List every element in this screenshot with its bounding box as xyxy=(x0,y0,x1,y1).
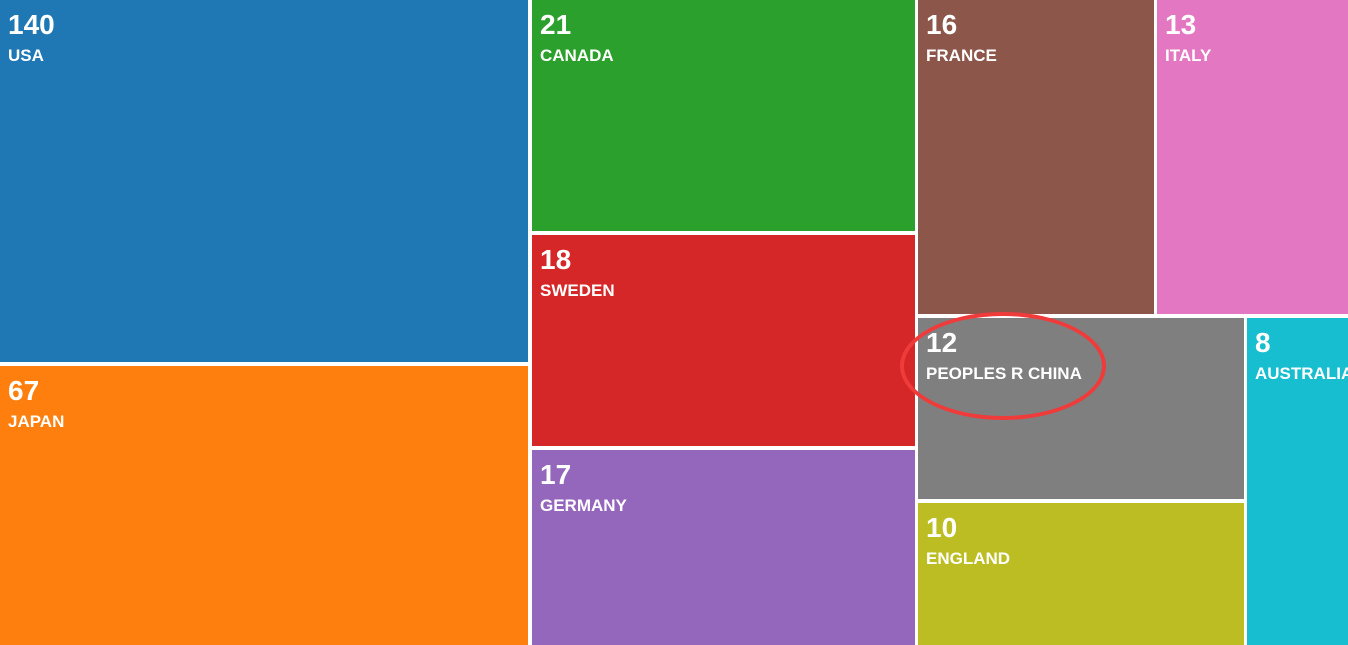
cell-label: JAPAN xyxy=(8,412,65,431)
treemap-cell-italy[interactable]: 13 ITALY xyxy=(1157,0,1348,314)
treemap-cell-usa[interactable]: 140 USA xyxy=(0,0,528,362)
cell-value: 18 xyxy=(540,244,572,275)
treemap-cell-germany[interactable]: 17 GERMANY xyxy=(532,450,915,645)
cell-label: PEOPLES R CHINA xyxy=(926,364,1082,383)
treemap-cell-england[interactable]: 10 ENGLAND xyxy=(918,503,1244,645)
cell-label: FRANCE xyxy=(926,46,997,65)
treemap-cell-canada[interactable]: 21 CANADA xyxy=(532,0,915,231)
treemap-cell-france[interactable]: 16 FRANCE xyxy=(918,0,1154,314)
cell-value: 13 xyxy=(1165,9,1197,40)
cell-value: 16 xyxy=(926,9,958,40)
cell-label: USA xyxy=(8,46,44,65)
cell-label: GERMANY xyxy=(540,496,627,515)
cell-label: AUSTRALIA xyxy=(1255,364,1348,383)
treemap-cell-japan[interactable]: 67 JAPAN xyxy=(0,366,528,645)
cell-value: 140 xyxy=(8,9,55,40)
cell-value: 10 xyxy=(926,512,958,543)
treemap-cell-peoples-r-china[interactable]: 12 PEOPLES R CHINA xyxy=(918,318,1244,499)
cell-label: ITALY xyxy=(1165,46,1212,65)
treemap-cell-australia[interactable]: 8 AUSTRALIA xyxy=(1247,318,1348,645)
cell-value: 12 xyxy=(926,327,958,358)
cell-label: SWEDEN xyxy=(540,281,615,300)
treemap-cell-sweden[interactable]: 18 SWEDEN xyxy=(532,235,915,446)
cell-value: 67 xyxy=(8,375,40,406)
cell-value: 8 xyxy=(1255,327,1271,358)
cell-label: ENGLAND xyxy=(926,549,1011,568)
cell-value: 21 xyxy=(540,9,572,40)
cell-value: 17 xyxy=(540,459,572,490)
cell-label: CANADA xyxy=(540,46,614,65)
